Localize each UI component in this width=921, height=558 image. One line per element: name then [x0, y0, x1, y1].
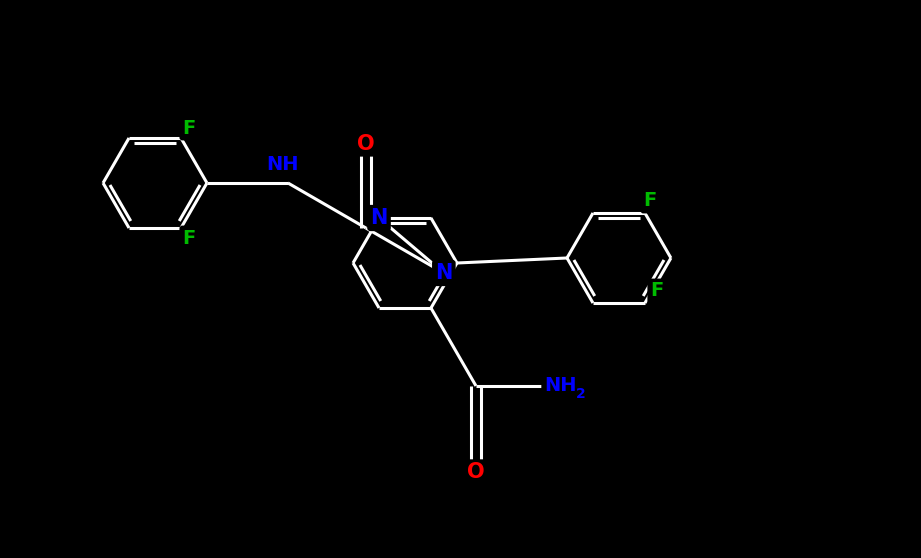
- Text: NH: NH: [267, 156, 299, 175]
- Text: N: N: [435, 263, 452, 283]
- Text: 2: 2: [576, 387, 586, 401]
- Text: O: O: [467, 463, 484, 483]
- Text: F: F: [182, 118, 195, 137]
- Text: N: N: [370, 208, 388, 228]
- Text: NH: NH: [544, 377, 577, 396]
- Text: F: F: [650, 281, 663, 301]
- Text: F: F: [182, 228, 195, 248]
- Text: F: F: [643, 191, 657, 210]
- Text: O: O: [357, 133, 375, 153]
